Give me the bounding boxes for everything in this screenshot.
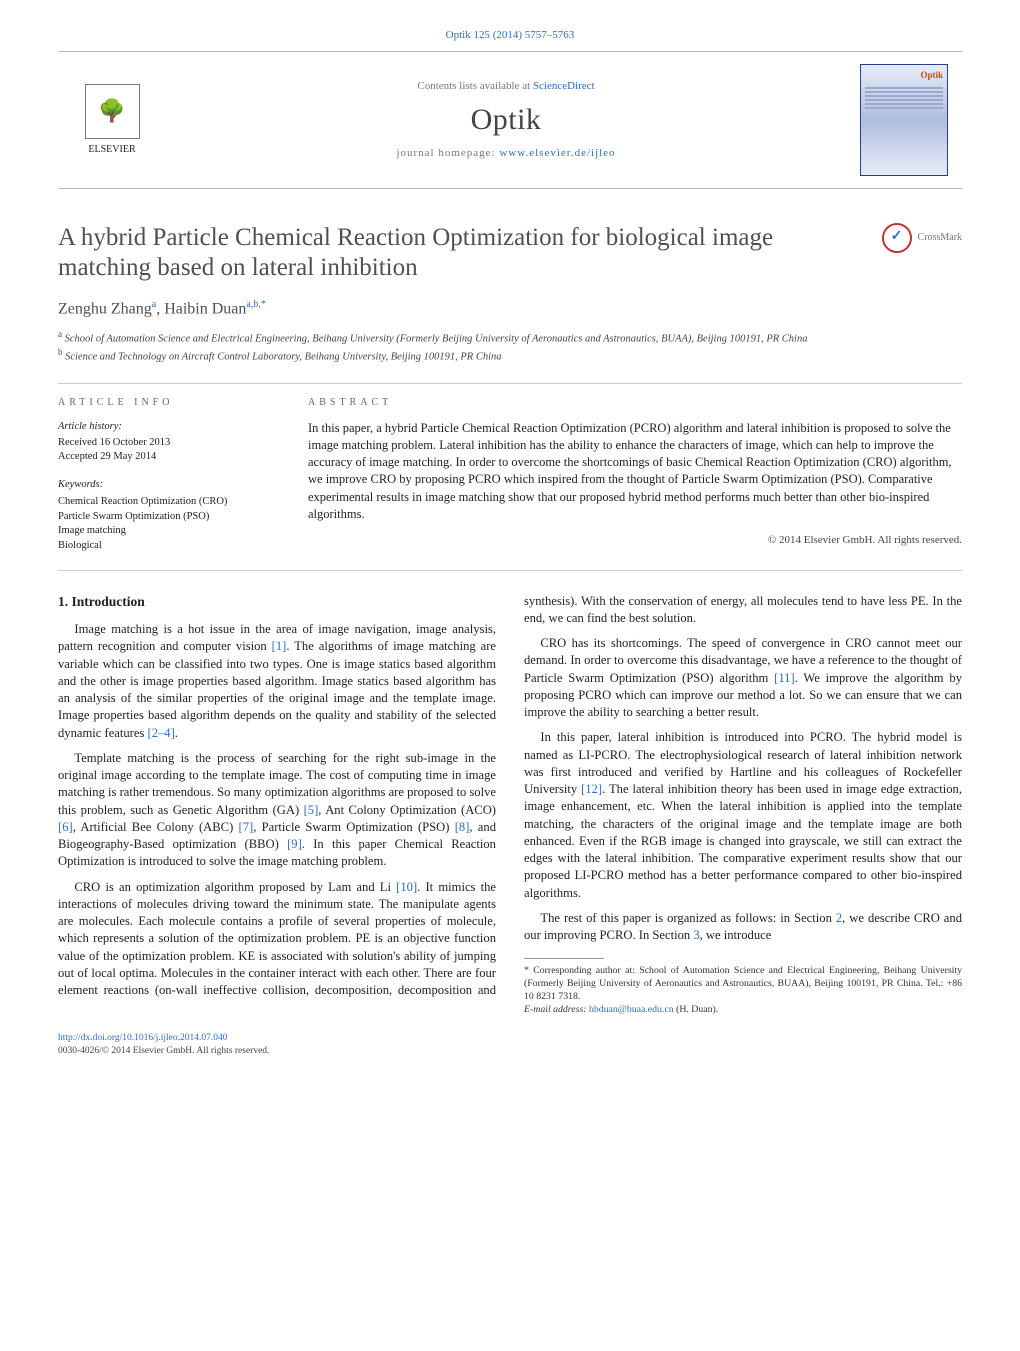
keyword-item: Biological xyxy=(58,539,278,554)
homepage-prefix: journal homepage: xyxy=(396,147,499,159)
cite-5[interactable]: [5] xyxy=(304,803,319,817)
crossmark-badge[interactable]: ✓ CrossMark xyxy=(882,223,962,253)
corresponding-author-note: * Corresponding author at: School of Aut… xyxy=(524,958,962,1016)
abstract-text: In this paper, a hybrid Particle Chemica… xyxy=(308,420,962,524)
publisher-name: ELSEVIER xyxy=(88,143,135,157)
cite-7[interactable]: [7] xyxy=(239,820,254,834)
affiliations: a School of Automation Science and Elect… xyxy=(58,328,962,365)
abstract-column: abstract In this paper, a hybrid Particl… xyxy=(308,396,962,553)
cite-8[interactable]: [8] xyxy=(455,820,470,834)
article-info-heading: article info xyxy=(58,396,278,410)
masthead: 🌳 ELSEVIER Contents lists available at S… xyxy=(58,51,962,189)
body-text: , Artificial Bee Colony (ABC) xyxy=(73,820,239,834)
keyword-item: Particle Swarm Optimization (PSO) xyxy=(58,510,278,525)
cite-1[interactable]: [1] xyxy=(272,639,287,653)
corresponding-star-icon: * xyxy=(261,299,266,310)
journal-cover-thumb: Optik xyxy=(860,64,948,176)
received-date: Received 16 October 2013 xyxy=(58,436,278,450)
crossmark-label: CrossMark xyxy=(918,231,962,245)
divider xyxy=(58,570,962,571)
footnote-rule xyxy=(524,958,604,959)
page-footer: http://dx.doi.org/10.1016/j.ijleo.2014.0… xyxy=(58,1032,962,1058)
body-text: The rest of this paper is organized as f… xyxy=(540,911,835,925)
elsevier-tree-icon: 🌳 xyxy=(85,84,140,139)
cite-6[interactable]: [6] xyxy=(58,820,73,834)
body-two-column: 1. Introduction Image matching is a hot … xyxy=(58,593,962,1017)
issn-copyright: 0030-4026/© 2014 Elsevier GmbH. All righ… xyxy=(58,1046,269,1056)
email-person: (H. Duan). xyxy=(674,1004,719,1015)
accepted-date: Accepted 29 May 2014 xyxy=(58,450,278,464)
crossmark-icon: ✓ xyxy=(882,223,912,253)
article-info-column: article info Article history: Received 1… xyxy=(58,396,278,553)
keyword-item: Image matching xyxy=(58,524,278,539)
correspondence-text: Corresponding author at: School of Autom… xyxy=(524,965,962,1001)
author-1-name: Zenghu Zhang xyxy=(58,300,152,317)
keyword-item: Chemical Reaction Optimization (CRO) xyxy=(58,495,278,510)
history-label: Article history: xyxy=(58,420,278,434)
cite-9[interactable]: [9] xyxy=(287,837,302,851)
cover-label: Optik xyxy=(865,69,943,81)
keywords-label: Keywords: xyxy=(58,478,278,493)
doi-link[interactable]: http://dx.doi.org/10.1016/j.ijleo.2014.0… xyxy=(58,1033,228,1043)
journal-title: Optik xyxy=(162,100,850,141)
section-heading-1: 1. Introduction xyxy=(58,593,496,611)
email-label: E-mail address: xyxy=(524,1004,587,1015)
body-text: , we introduce xyxy=(700,928,772,942)
cite-11[interactable]: [11] xyxy=(774,671,795,685)
email-link[interactable]: hbduan@buaa.edu.cn xyxy=(589,1004,674,1015)
article-title: A hybrid Particle Chemical Reaction Opti… xyxy=(58,223,870,284)
body-text: , Particle Swarm Optimization (PSO) xyxy=(253,820,455,834)
cite-12[interactable]: [12] xyxy=(581,782,602,796)
affil-b: Science and Technology on Aircraft Contr… xyxy=(65,352,501,363)
masthead-center: Contents lists available at ScienceDirec… xyxy=(162,79,850,161)
abstract-heading: abstract xyxy=(308,396,962,410)
sciencedirect-prefix: Contents lists available at xyxy=(417,80,532,92)
citation-line: Optik 125 (2014) 5757–5763 xyxy=(58,28,962,43)
homepage-link[interactable]: www.elsevier.de/ijleo xyxy=(499,147,615,159)
body-text: . The lateral inhibition theory has been… xyxy=(524,782,962,900)
cite-10[interactable]: [10] xyxy=(396,880,417,894)
body-text: , Ant Colony Optimization (ACO) xyxy=(318,803,496,817)
cite-2-4[interactable]: [2–4] xyxy=(148,726,175,740)
author-2-sup: a,b, xyxy=(246,299,260,310)
body-text: . The algorithms of image matching are v… xyxy=(58,639,496,739)
affil-b-sup: b xyxy=(58,347,63,357)
divider xyxy=(58,383,962,384)
abstract-copyright: © 2014 Elsevier GmbH. All rights reserve… xyxy=(308,533,962,548)
affil-a: School of Automation Science and Electri… xyxy=(65,333,808,344)
sciencedirect-link[interactable]: ScienceDirect xyxy=(533,80,595,92)
publisher-logo: 🌳 ELSEVIER xyxy=(72,77,152,162)
author-2-name: , Haibin Duan xyxy=(156,300,246,317)
affil-a-sup: a xyxy=(58,329,62,339)
body-text: CRO is an optimization algorithm propose… xyxy=(74,880,396,894)
body-text: . xyxy=(175,726,178,740)
author-line: Zenghu Zhanga, Haibin Duana,b,* xyxy=(58,298,962,320)
